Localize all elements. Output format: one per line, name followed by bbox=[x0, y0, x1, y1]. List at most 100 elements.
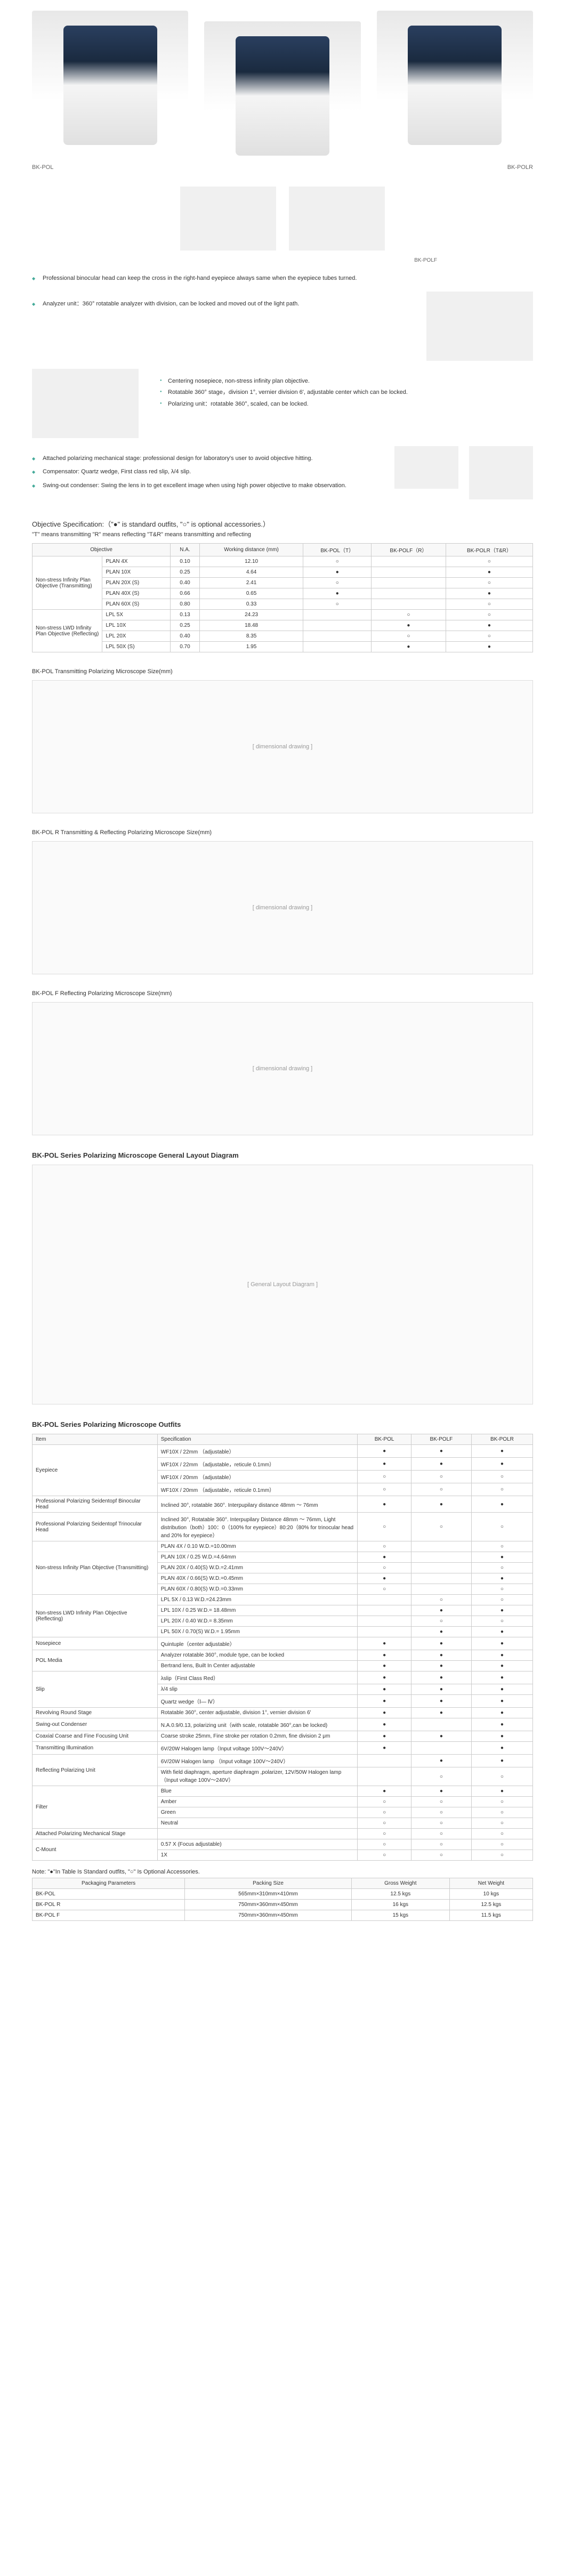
table-cell: ● bbox=[358, 1684, 411, 1695]
table-cell: 0.40 bbox=[171, 631, 200, 642]
size-title: BK-POL F Reflecting Polarizing Microscop… bbox=[32, 990, 533, 997]
table-cell: ○ bbox=[411, 1839, 471, 1850]
table-header: Net Weight bbox=[449, 1878, 532, 1889]
table-cell: Bertrand lens, Built In Center adjustabl… bbox=[157, 1661, 358, 1671]
table-header: BK-POLF bbox=[411, 1434, 471, 1445]
table-cell: ○ bbox=[358, 1850, 411, 1861]
table-cell: ● bbox=[411, 1496, 471, 1513]
table-cell: ○ bbox=[446, 578, 532, 588]
table-cell: ● bbox=[446, 588, 532, 599]
hero-row: BK-POL BK-POLR bbox=[32, 11, 533, 171]
table-row: Revolving Round StageRotatable 360°, cen… bbox=[33, 1708, 533, 1718]
table-cell: ○ bbox=[411, 1807, 471, 1818]
table-cell: ● bbox=[471, 1605, 532, 1616]
table-cell: ○ bbox=[411, 1818, 471, 1829]
flex-row: Attached polarizing mechanical stage: pr… bbox=[32, 446, 533, 503]
table-cell: LPL 10X bbox=[102, 620, 171, 631]
table-row: LPL 10X0.2518.48●● bbox=[33, 620, 533, 631]
table-cell bbox=[358, 1767, 411, 1786]
table-cell: λslip（First Class Red） bbox=[157, 1671, 358, 1684]
table-cell bbox=[372, 567, 446, 578]
table-cell: ○ bbox=[471, 1513, 532, 1541]
table-cell: ○ bbox=[358, 1563, 411, 1573]
table-cell: ● bbox=[303, 567, 372, 578]
outfits-title: BK-POL Series Polarizing Microscope Outf… bbox=[32, 1420, 533, 1428]
layout-title: BK-POL Series Polarizing Microscope Gene… bbox=[32, 1151, 533, 1159]
table-cell: ○ bbox=[358, 1807, 411, 1818]
table-cell: PLAN 40X / 0.66(S) W.D.=0.45mm bbox=[157, 1573, 358, 1584]
table-item-cell: Transmitting Illumination bbox=[33, 1742, 158, 1755]
table-cell bbox=[372, 578, 446, 588]
bullet-text: Compensator: Quartz wedge, First class r… bbox=[32, 467, 384, 477]
table-cell: ● bbox=[471, 1650, 532, 1661]
table-row: Coaxial Coarse and Fine Focusing UnitCoa… bbox=[33, 1731, 533, 1742]
table-cell: ● bbox=[411, 1731, 471, 1742]
detail-image bbox=[32, 369, 139, 438]
table-cell: LPL 10X / 0.25 W.D.= 18.48mm bbox=[157, 1605, 358, 1616]
table-item-cell: Swing-out Condenser bbox=[33, 1718, 158, 1731]
hero-item: BK-POLR bbox=[377, 11, 533, 171]
table-cell: PLAN 10X / 0.25 W.D.=4.64mm bbox=[157, 1552, 358, 1563]
table-cell: BK-POL bbox=[33, 1889, 185, 1900]
spec-legend: "T" means transmitting "R" means reflect… bbox=[32, 531, 533, 538]
table-cell: Quartz wedge（Ⅰ— Ⅳ） bbox=[157, 1695, 358, 1708]
table-cell: ○ bbox=[446, 610, 532, 620]
table-cell: LPL 20X bbox=[102, 631, 171, 642]
table-row: BK-POL565mm×310mm×410mm12.5 kgs10 kgs bbox=[33, 1889, 533, 1900]
table-row: Professional Polarizing Seidentopf Binoc… bbox=[33, 1496, 533, 1513]
table-cell: ○ bbox=[358, 1797, 411, 1807]
table-cell: ● bbox=[358, 1661, 411, 1671]
table-cell: ● bbox=[471, 1661, 532, 1671]
table-cell bbox=[157, 1829, 358, 1839]
table-cell bbox=[303, 642, 372, 652]
table-header: BK-POL bbox=[358, 1434, 411, 1445]
table-cell bbox=[411, 1573, 471, 1584]
table-cell: 15 kgs bbox=[351, 1910, 449, 1921]
table-cell: PLAN 60X / 0.80(S) W.D.=0.33mm bbox=[157, 1584, 358, 1595]
table-cell bbox=[303, 610, 372, 620]
table-cell: ● bbox=[471, 1445, 532, 1458]
table-cell: With field diaphragm, aperture diaphragm… bbox=[157, 1767, 358, 1786]
size-diagram: [ dimensional drawing ] bbox=[32, 680, 533, 813]
table-cell bbox=[358, 1595, 411, 1605]
detail-image bbox=[180, 187, 276, 251]
table-cell: ● bbox=[471, 1708, 532, 1718]
table-cell: ○ bbox=[358, 1829, 411, 1839]
table-cell bbox=[411, 1563, 471, 1573]
table-cell: 0.80 bbox=[171, 599, 200, 610]
detail-image bbox=[426, 292, 533, 361]
table-cell: Neutral bbox=[157, 1818, 358, 1829]
table-cell: ○ bbox=[358, 1541, 411, 1552]
table-cell: ● bbox=[411, 1661, 471, 1671]
table-row: LPL 50X (S)0.701.95●● bbox=[33, 642, 533, 652]
table-cell: ○ bbox=[446, 556, 532, 567]
table-cell: ○ bbox=[446, 631, 532, 642]
microscope-image bbox=[377, 11, 533, 160]
bullet-text: Attached polarizing mechanical stage: pr… bbox=[32, 454, 384, 464]
table-cell: ● bbox=[358, 1552, 411, 1563]
table-cell: ○ bbox=[411, 1829, 471, 1839]
table-cell: ○ bbox=[358, 1471, 411, 1483]
table-cell: ○ bbox=[471, 1616, 532, 1627]
microscope-image bbox=[32, 11, 188, 160]
detail-image bbox=[394, 446, 458, 489]
table-row: PLAN 60X (S)0.800.33○○ bbox=[33, 599, 533, 610]
size-title: BK-POL Transmitting Polarizing Microscop… bbox=[32, 668, 533, 675]
table-cell: ○ bbox=[358, 1483, 411, 1496]
table-row: C-Mount0.57 X (Focus adjustable)○○○ bbox=[33, 1839, 533, 1850]
table-cell bbox=[411, 1584, 471, 1595]
table-row: Slipλslip（First Class Red）●●● bbox=[33, 1671, 533, 1684]
flex-row: Analyzer unit：360° rotatable analyzer wi… bbox=[32, 292, 533, 361]
table-cell: PLAN 10X bbox=[102, 567, 171, 578]
table-group-cell: Non-stress Infinity Plan Objective (Tran… bbox=[33, 556, 102, 610]
table-cell: 750mm×360mm×450mm bbox=[185, 1900, 352, 1910]
table-item-cell: Slip bbox=[33, 1671, 158, 1708]
table-cell bbox=[372, 556, 446, 567]
table-cell bbox=[411, 1541, 471, 1552]
table-cell: ● bbox=[411, 1445, 471, 1458]
table-cell: ● bbox=[471, 1458, 532, 1471]
table-cell: LPL 5X bbox=[102, 610, 171, 620]
table-cell bbox=[358, 1627, 411, 1637]
detail-image bbox=[289, 187, 385, 251]
table-cell: ● bbox=[411, 1695, 471, 1708]
